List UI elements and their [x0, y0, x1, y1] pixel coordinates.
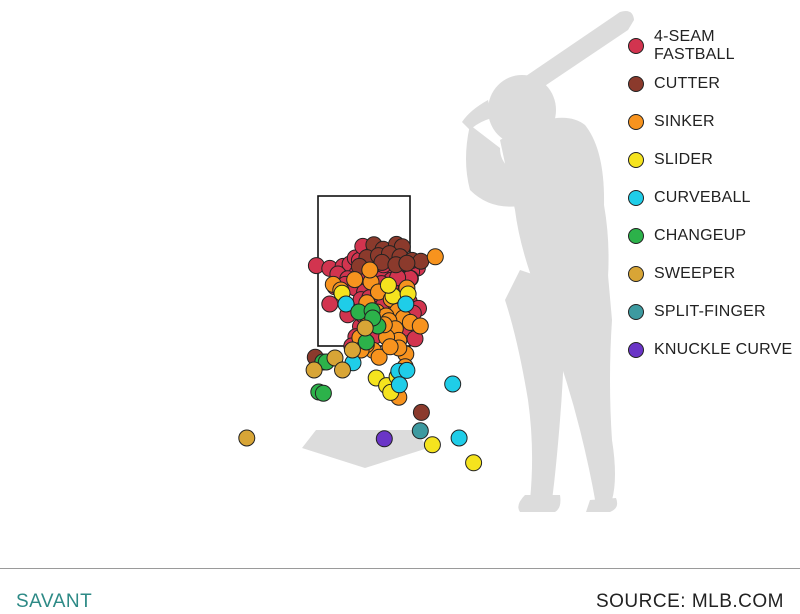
legend-item: SWEEPER	[628, 255, 800, 293]
pitch-point-5-7	[314, 384, 332, 402]
pitch-point-6-4	[334, 361, 351, 379]
pitch-point-6-0	[305, 361, 323, 379]
legend-item: CHANGEUP	[628, 217, 800, 255]
legend: 4-SEAM FASTBALL CUTTER SINKER SLIDER CURVEBA…	[628, 27, 800, 369]
pitch-point-4-0	[397, 295, 415, 313]
legend-swatch	[628, 342, 644, 358]
pitch-point-3-7	[465, 454, 483, 472]
legend-item: SLIDER	[628, 141, 800, 179]
legend-label: CUTTER	[654, 75, 721, 92]
footer-divider	[0, 568, 800, 569]
legend-swatch	[628, 228, 644, 244]
legend-item: CUTTER	[628, 65, 800, 103]
pitch-point-6-2	[343, 341, 361, 359]
pitch-point-4-4	[398, 361, 416, 379]
pitch-point-4-6	[444, 375, 462, 393]
legend-item: SINKER	[628, 103, 800, 141]
legend-label: 4-SEAM FASTBALL	[654, 28, 735, 63]
pitch-point-8-0	[375, 430, 393, 448]
pitch-point-3-6	[423, 436, 441, 454]
pitch-point-2-26	[381, 338, 399, 356]
pitch-point-3-9	[379, 276, 397, 294]
legend-swatch	[628, 38, 644, 54]
legend-label: SINKER	[654, 113, 715, 130]
legend-swatch	[628, 266, 644, 282]
pitch-point-4-1	[337, 295, 355, 313]
legend-item: SPLIT-FINGER	[628, 293, 800, 331]
legend-item: CURVEBALL	[628, 179, 800, 217]
pitch-point-1-13	[398, 254, 416, 272]
legend-label: SPLIT-FINGER	[654, 303, 766, 320]
pitch-point-2-24	[370, 348, 388, 366]
legend-label: CHANGEUP	[654, 227, 747, 244]
pitch-point-6-5	[238, 429, 256, 447]
brand-savant: SAVANT	[16, 591, 93, 612]
legend-item: KNUCKLE CURVE	[628, 331, 800, 369]
pitch-point-4-5	[390, 376, 408, 394]
pitch-location-chart	[238, 11, 634, 512]
source-credit: SOURCE: MLB.COM	[595, 591, 784, 612]
pitch-markers	[238, 235, 483, 472]
pitch-point-2-31	[361, 261, 379, 279]
pitch-point-4-7	[450, 429, 468, 447]
legend-swatch	[628, 76, 644, 92]
legend-swatch	[628, 152, 644, 168]
legend-item: 4-SEAM FASTBALL	[628, 27, 800, 65]
home-plate	[302, 430, 428, 468]
legend-swatch	[628, 304, 644, 320]
legend-swatch	[628, 190, 644, 206]
pitch-point-2-0	[426, 248, 444, 266]
batter-silhouette	[462, 11, 634, 512]
legend-label: SWEEPER	[654, 265, 736, 282]
pitch-point-1-9	[412, 252, 430, 270]
legend-swatch	[628, 114, 644, 130]
pitch-point-7-0	[411, 422, 429, 440]
pitch-point-2-9	[411, 317, 429, 335]
legend-label: CURVEBALL	[654, 189, 751, 206]
pitch-point-6-1	[356, 319, 374, 337]
pitch-point-2-2	[346, 271, 364, 289]
legend-label: SLIDER	[654, 151, 713, 168]
pitch-point-1-15	[412, 403, 430, 421]
legend-label: KNUCKLE CURVE	[654, 341, 793, 358]
